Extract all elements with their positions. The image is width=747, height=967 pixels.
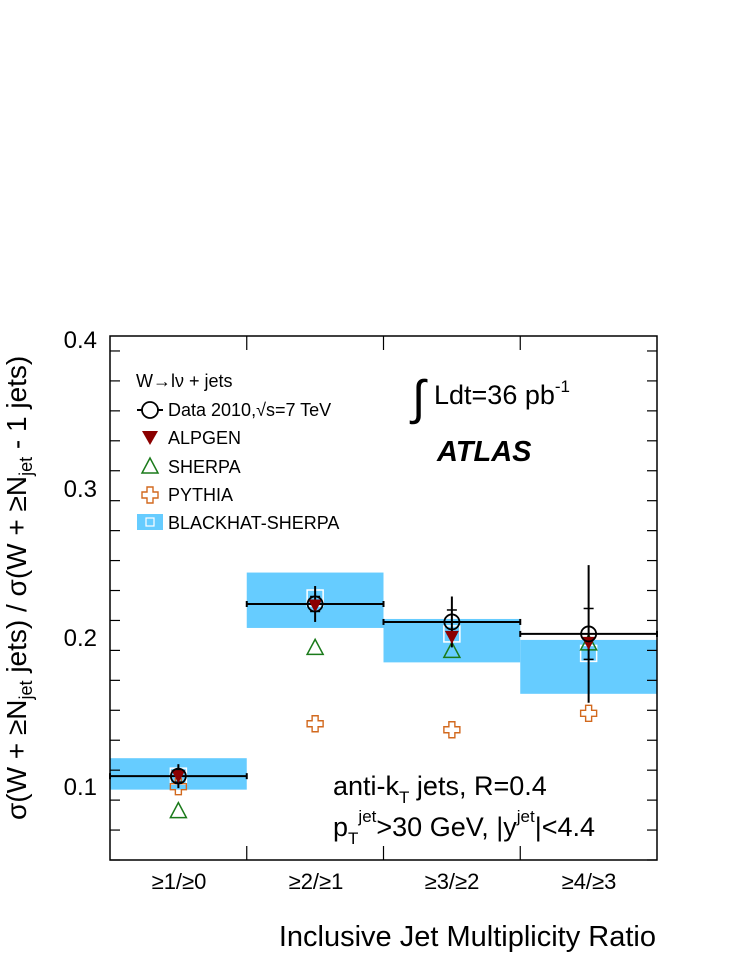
y-tick-label: 0.1 [64,774,97,801]
legend-label-data: Data 2010,√s=7 TeV [168,400,331,420]
data-marker [580,625,598,643]
x-axis-title: Inclusive Jet Multiplicity Ratio [279,921,656,953]
integral-symbol: ∫ [409,372,428,425]
data-marker [443,613,461,631]
x-category-label: ≥1/≥0 [152,869,207,894]
y-tick-label: 0.2 [64,625,97,652]
sherpa-marker [169,801,188,819]
legend-data-marker [141,401,159,419]
x-category-label: ≥4/≥3 [562,869,617,894]
legend-pythia-marker [141,486,159,504]
y-axis-title: σ(W + ≥Njet jets) / σ(W + ≥Njet - 1 jets… [1,356,36,820]
alpgen-marker [308,599,323,613]
sherpa-marker [442,640,462,659]
x-category-label: ≥2/≥1 [289,869,344,894]
y-tick-label: 0.4 [64,327,97,354]
pythia-marker [443,721,461,739]
legend-label-sherpa: SHERPA [168,457,241,477]
x-category-label: ≥3/≥2 [425,869,480,894]
data-marker [169,767,187,785]
y-tick-label: 0.3 [64,476,97,503]
axis-ticks [110,336,657,861]
legend-label-blackhat: BLACKHAT-SHERPA [168,513,339,533]
alpgen-marker [171,770,186,784]
pythia-marker [579,704,598,722]
legend-title: W→lν + jets [136,371,233,391]
jet-algorithm-annotation: anti-kT jets, R=0.4 [333,771,547,807]
luminosity-annotation: ∫ Ldt=36 pb-1 [409,372,570,425]
alpgen-marker [444,630,459,644]
legend: W→lν + jets Data 2010,√s=7 TeV ALPGEN SH… [136,371,339,533]
legend-blackhat-band [137,514,163,530]
jet-cuts-annotation: pTjet>30 GeV, |yjet|<4.4 [333,807,595,848]
legend-label-alpgen: ALPGEN [168,428,241,448]
sherpa-marker [305,637,325,656]
pythia-marker [306,715,324,733]
legend-sherpa-marker [140,456,160,474]
luminosity-text: Ldt=36 pb-1 [434,377,570,410]
data-layer [109,565,658,819]
data-marker [306,595,324,613]
legend-label-pythia: PYTHIA [168,485,233,505]
experiment-label: ATLAS [436,436,532,468]
legend-blackhat-marker [145,517,155,527]
legend-alpgen-marker [142,431,158,445]
